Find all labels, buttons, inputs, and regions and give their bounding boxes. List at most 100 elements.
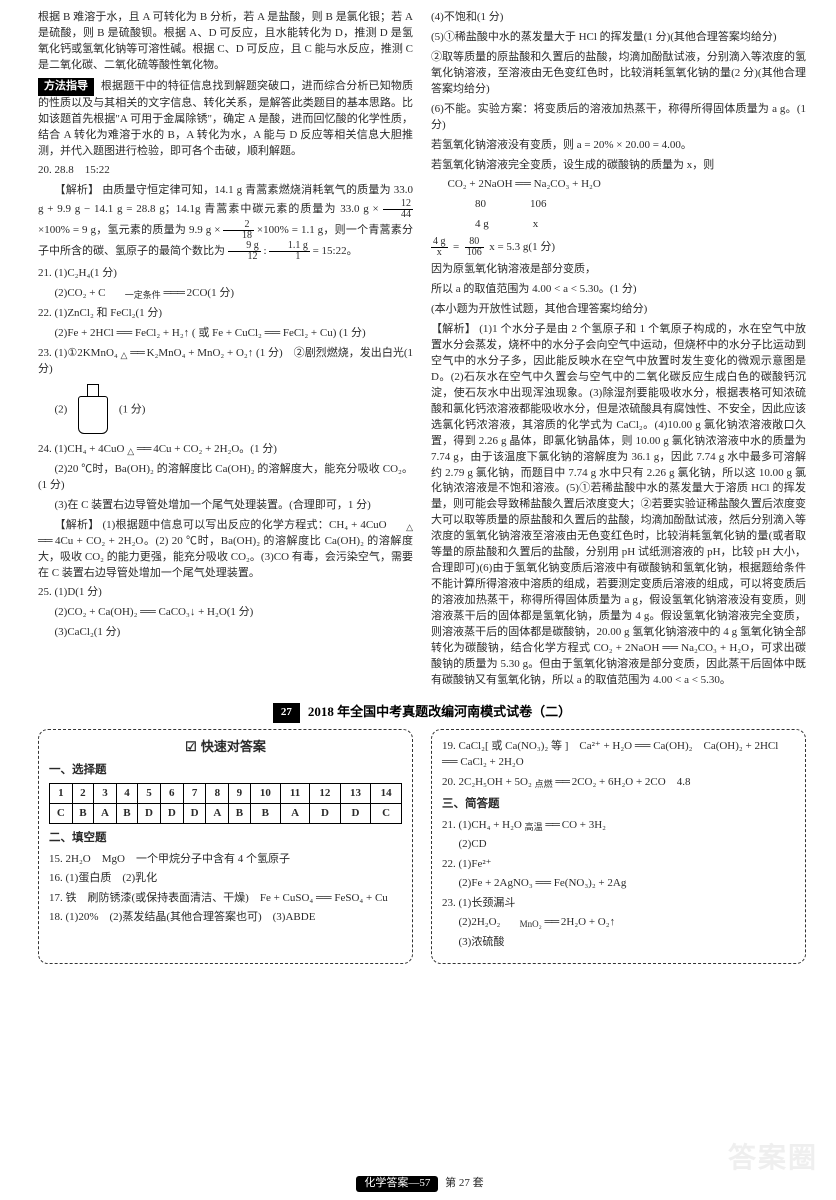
frac-3a: 9 g12 [228, 241, 261, 262]
table-cell: 12 [310, 784, 341, 804]
table-cell: B [250, 804, 281, 824]
footer-left: 化学答案—57 [356, 1176, 438, 1192]
table-cell: A [94, 804, 117, 824]
q20-ana-4: = 15:22。 [313, 245, 358, 257]
table-cell: 11 [281, 784, 310, 804]
r-q6-6: (本小题为开放性试题，其他合理答案均给分) [431, 302, 806, 318]
frac-1: 1244 [383, 199, 414, 220]
method-text: 根据题干中的特征信息找到解题突破口，进而综合分析已知物质的性质以及与其相关的文字… [38, 80, 413, 157]
r-ana: 【解析】 (1)1 个水分子是由 2 个氢原子和 1 个氧原子构成的，水在空气中… [431, 322, 806, 689]
table-row: CBABDDDABBADDC [50, 804, 402, 824]
table-cell: 6 [160, 784, 183, 804]
table-cell: 1 [50, 784, 73, 804]
ak-r23-2: (2)2H₂O₂ MnO₂ ══ 2H₂O + O₂↑ [442, 914, 795, 931]
r-frac-tail: x = 5.3 g(1 分) [489, 241, 555, 253]
footer-right: 第 27 套 [445, 1177, 484, 1189]
ak-r20: 20. 2C₂H₅OH + 5O₂ 点燃 ══ 2CO₂ + 6H₂O + 2C… [442, 774, 795, 791]
ak-r23-2-pre: (2)2H₂O₂ [459, 916, 501, 928]
q23-1-cond: △ [121, 349, 128, 362]
q21-2-pre: (2)CO₂ + C [55, 287, 106, 299]
ak-r23-2-cond: MnO₂ [503, 918, 542, 932]
q20-ana-label: 【解析】 [55, 184, 100, 196]
method-label: 方法指导 [38, 78, 94, 96]
watermark: 答案圈 [728, 1139, 818, 1180]
table-cell: B [116, 804, 137, 824]
choice-table: 1234567891011121314 CBABDDDABBADDC [49, 783, 402, 824]
r-q6-4: 因为原氢氧化钠溶液是部分变质， [431, 262, 806, 278]
banner-number: 27 [273, 703, 300, 723]
q25-2: (2)CO₂ + Ca(OH)₂ ══ CaCO₃↓ + H₂O(1 分) [38, 605, 413, 621]
q24-ana: 【解析】 (1)根据题中信息可以写出反应的化学方程式：CH₄ + 4CuO △ … [38, 518, 413, 582]
q23-2-score: (1 分) [119, 403, 146, 415]
ak-r23-3: (3)浓硫酸 [442, 934, 795, 951]
table-cell: A [206, 804, 229, 824]
ak-r20-cond: 点燃 [535, 778, 553, 792]
ak-r23-1: 23. (1)长颈漏斗 [442, 895, 795, 912]
table-cell: D [340, 804, 371, 824]
ak-r20-post: 2CO₂ + 6H₂O + 2CO 4.8 [572, 776, 691, 788]
q24-2: (2)20 ℃时，Ba(OH)₂ 的溶解度比 Ca(OH)₂ 的溶解度大，能充分… [38, 462, 413, 494]
q23-2-label: (2) [55, 403, 68, 415]
r-q6-3: 若氢氧化钠溶液完全变质，设生成的碳酸钠的质量为 x，则 [431, 158, 806, 174]
para-1: 根据 B 难溶于水，且 A 可转化为 B 分析，若 A 是盐酸，则 B 是氯化银… [38, 10, 413, 74]
page-footer: 化学答案—57 第 27 套 [0, 1176, 836, 1192]
q25-3: (3)CaCl₂(1 分) [38, 625, 413, 641]
table-cell: 9 [229, 784, 250, 804]
r-q6-2: 若氢氧化钠溶液没有变质，则 a = 20% × 20.00 = 4.00。 [431, 138, 806, 154]
ak-sec3: 三、简答题 [442, 796, 795, 813]
section-banner: 27 2018 年全国中考真题改编河南模式试卷（二） [38, 703, 806, 723]
ak-r21-post: CO + 3H₂ [562, 819, 606, 831]
q25-1: 25. (1)D(1 分) [38, 585, 413, 601]
frac-r2: 80106 [465, 237, 484, 258]
banner-title: 2018 年全国中考真题改编河南模式试卷（二） [308, 703, 571, 722]
r-q5-2: ②取等质量的原盐酸和久置后的盐酸，均滴加酚酞试液，分别滴入等浓度的氢氧化钠溶液，… [431, 50, 806, 98]
r-ana-label: 【解析】 [431, 323, 476, 335]
table-cell: C [50, 804, 73, 824]
table-cell: 4 [116, 784, 137, 804]
q22-2: (2)Fe + 2HCl ══ FeCl₂ + H₂↑ ( 或 Fe + CuC… [38, 326, 413, 342]
r-q6-frac: 4 gx = 80106 x = 5.3 g(1 分) [431, 237, 806, 258]
r-q6-ratio1: 80 106 [431, 197, 806, 213]
check-icon: ☑ [185, 739, 197, 754]
q21-2: (2)CO₂ + C 一定条件 ═══ 2CO(1 分) [38, 286, 413, 302]
ak-f15: 15. 2H₂O MgO 一个甲烷分子中含有 4 个氢原子 [49, 851, 402, 868]
q20-head: 20. 28.8 15:22 [38, 163, 413, 179]
table-cell: D [183, 804, 206, 824]
ak-sec2: 二、填空题 [49, 830, 402, 847]
arrow-icon: ══ [130, 347, 144, 359]
table-cell: 10 [250, 784, 281, 804]
left-column: 根据 B 难溶于水，且 A 可转化为 B 分析，若 A 是盐酸，则 B 是氯化银… [38, 10, 413, 693]
q21-1: 21. (1)C₂H₄(1 分) [38, 266, 413, 282]
table-cell: 13 [340, 784, 371, 804]
ak-r21-pre: 21. (1)CH₄ + H₂O [442, 819, 522, 831]
q24-ana-1-pre: (1)根据题中信息可以写出反应的化学方程式：CH₄ + 4CuO [102, 519, 386, 531]
ak-f16: 16. (1)蛋白质 (2)乳化 [49, 870, 402, 887]
ak-title: ☑快速对答案 [49, 738, 402, 757]
ak-r22-2: (2)Fe + 2AgNO₃ ══ Fe(NO₃)₂ + 2Ag [442, 875, 795, 892]
answer-box-left: ☑快速对答案 一、选择题 1234567891011121314 CBABDDD… [38, 729, 413, 965]
q24-ana-1-post: 4Cu + CO₂ + 2H₂O。(2) 20 ℃时，Ba(OH)₂ 的溶解度比… [38, 535, 413, 579]
arrow-icon: ══ [545, 819, 559, 831]
q23-1: 23. (1)①2KMnO₄ △ ══ K₂MnO₄ + MnO₂ + O₂↑ … [38, 346, 413, 378]
r-q6-ratio2: 4 g x [431, 217, 806, 233]
main-columns: 根据 B 难溶于水，且 A 可转化为 B 分析，若 A 是盐酸，则 B 是氯化银… [0, 0, 836, 693]
arrow-icon: ══ [38, 535, 52, 547]
arrow-icon: ══ [137, 443, 151, 455]
answer-box-right: 19. CaCl₂[ 或 Ca(NO₃)₂ 等 ] Ca²⁺ + H₂O ══ … [431, 729, 806, 965]
table-cell: A [281, 804, 310, 824]
table-cell: 3 [94, 784, 117, 804]
table-cell: 5 [138, 784, 161, 804]
table-cell: C [371, 804, 402, 824]
frac-3b: 1.1 g1 [269, 241, 310, 262]
r-q6-5: 所以 a 的取值范围为 4.00 < a < 5.30。(1 分) [431, 282, 806, 298]
right-column: (4)不饱和(1 分) (5)①稀盐酸中水的蒸发量大于 HCl 的挥发量(1 分… [431, 10, 806, 693]
answer-key: ☑快速对答案 一、选择题 1234567891011121314 CBABDDD… [0, 729, 836, 965]
r-q4: (4)不饱和(1 分) [431, 10, 806, 26]
r-q5: (5)①稀盐酸中水的蒸发量大于 HCl 的挥发量(1 分)(其他合理答案均给分) [431, 30, 806, 46]
table-cell: D [160, 804, 183, 824]
table-row: 1234567891011121314 [50, 784, 402, 804]
ak-r21-cond: 高温 [525, 821, 543, 835]
arrow-icon: ══ [555, 776, 569, 788]
frac-2: 218 [223, 220, 254, 241]
q20-ana-2: ×100% = 9 g，氢元素的质量为 9.9 g × [38, 224, 220, 236]
